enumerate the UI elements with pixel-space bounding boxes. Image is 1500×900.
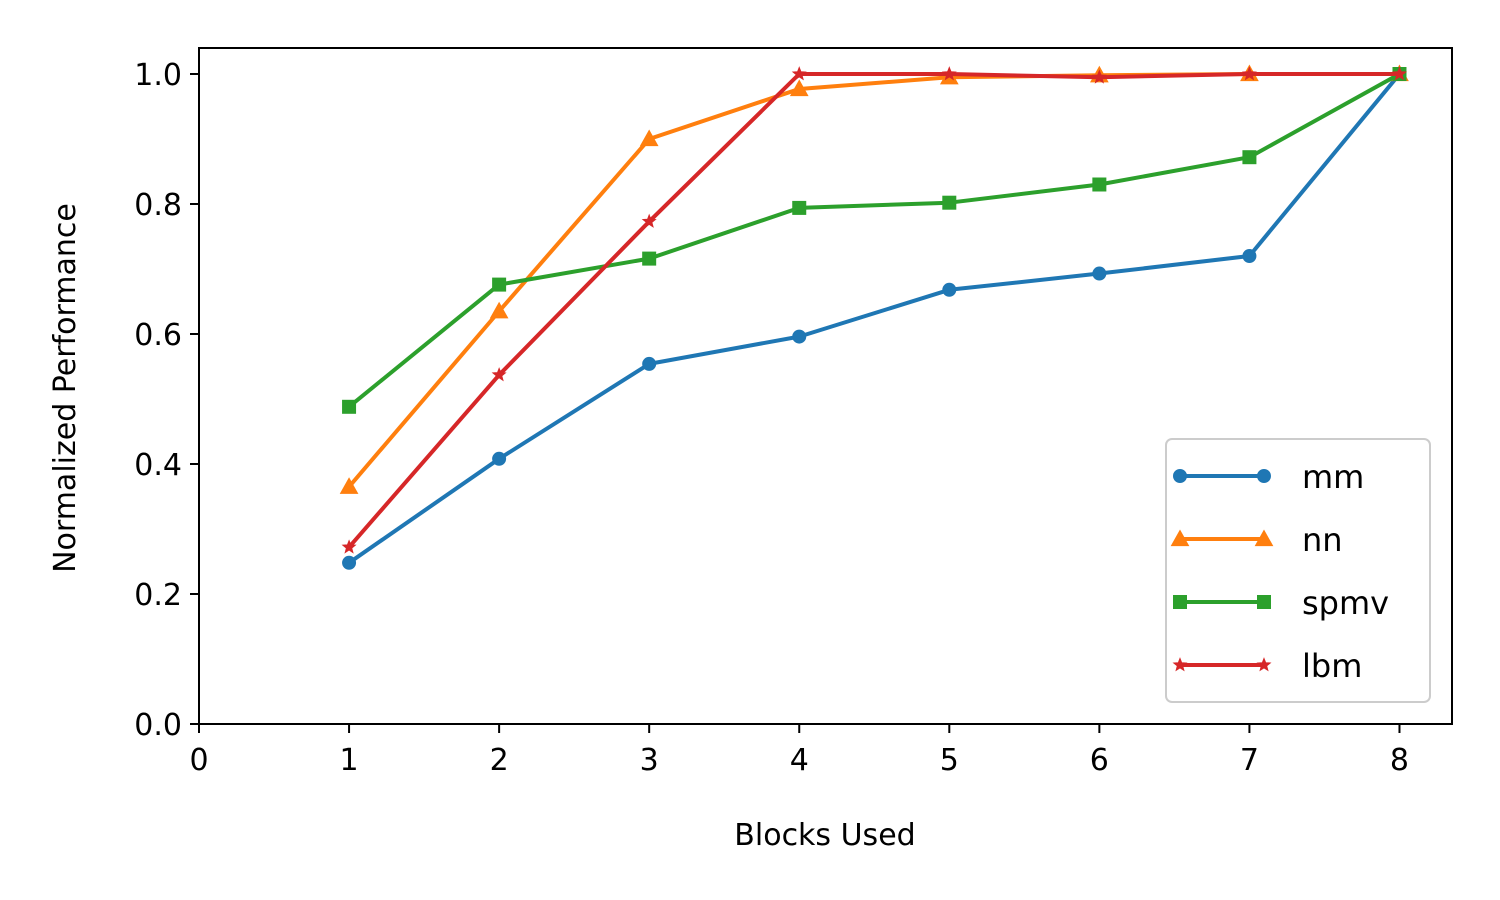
data-point-lbm-5 — [941, 66, 957, 81]
y-tick-label-0.6: 0.6 — [134, 318, 182, 353]
series-line-spmv — [346, 71, 1403, 410]
y-tick-label-0.0: 0.0 — [134, 708, 182, 743]
x-tick-label-3: 3 — [640, 743, 659, 778]
legend: mm nn spmv lbm — [1165, 438, 1431, 703]
data-point-spmv-7 — [1242, 150, 1257, 165]
legend-item-spmv: spmv — [1173, 584, 1389, 622]
legend-label-spmv: spmv — [1302, 584, 1389, 622]
series-line-lbm — [346, 72, 1402, 551]
data-point-lbm-2 — [491, 367, 507, 382]
series-mm — [342, 67, 1407, 570]
series-lbm — [341, 66, 1407, 554]
data-point-nn-1 — [339, 477, 359, 494]
x-tick-label-4: 4 — [790, 743, 809, 778]
x-axis-title: Blocks Used — [734, 818, 915, 853]
data-point-spmv-2 — [492, 277, 507, 292]
legend-box — [1165, 438, 1431, 703]
data-point-spmv-6 — [1092, 177, 1107, 192]
series-line-mm — [346, 71, 1403, 566]
data-point-nn-3 — [639, 129, 659, 147]
data-point-spmv-5 — [942, 195, 957, 210]
x-tick-label-2: 2 — [490, 743, 509, 778]
y-tick-label-0.8: 0.8 — [134, 188, 182, 223]
x-tick-label-1: 1 — [340, 743, 359, 778]
legend-marker-end-nn — [1254, 529, 1274, 547]
x-tick-label-6: 6 — [1090, 743, 1109, 778]
data-point-mm-1 — [342, 555, 357, 570]
legend-marker-end-spmv — [1257, 595, 1271, 609]
y-tick-label-1.0: 1.0 — [134, 58, 182, 93]
data-point-lbm-7 — [1241, 66, 1257, 81]
x-tick-label-8: 8 — [1390, 743, 1409, 778]
data-point-lbm-4 — [791, 66, 807, 81]
legend-label-mm: mm — [1302, 458, 1364, 496]
legend-marker-start-lbm — [1172, 657, 1188, 672]
data-point-mm-6 — [1092, 266, 1107, 281]
legend-marker-end-mm — [1257, 469, 1271, 483]
data-point-lbm-1 — [341, 539, 357, 554]
legend-label-nn: nn — [1302, 521, 1343, 559]
data-point-mm-5 — [942, 282, 957, 297]
x-tick-label-0: 0 — [189, 743, 208, 778]
data-point-mm-3 — [642, 356, 657, 371]
y-tick-label-0.2: 0.2 — [134, 578, 182, 613]
y-tick-label-0.4: 0.4 — [134, 448, 182, 483]
data-point-nn-4 — [789, 79, 809, 97]
axes: 0 1 2 3 4 5 6 7 8 0.0 0.2 0.4 0.6 0.8 1.0 — [134, 47, 1453, 778]
plot-area — [339, 64, 1409, 570]
data-point-nn-2 — [489, 301, 509, 319]
legend-item-lbm: lbm — [1172, 647, 1362, 685]
data-point-lbm-3 — [641, 213, 657, 228]
legend-item-mm: mm — [1173, 458, 1364, 496]
legend-marker-start-mm — [1173, 469, 1187, 483]
data-point-lbm-6 — [1091, 69, 1107, 84]
x-tick-label-7: 7 — [1240, 743, 1259, 778]
data-point-lbm-8 — [1391, 66, 1407, 81]
data-point-mm-7 — [1242, 249, 1257, 263]
legend-marker-start-nn — [1170, 529, 1190, 547]
legend-marker-start-spmv — [1173, 595, 1187, 609]
legend-item-nn: nn — [1170, 521, 1343, 559]
data-point-mm-4 — [792, 329, 807, 344]
y-axis-title: Normalized Performance — [48, 203, 83, 573]
legend-label-lbm: lbm — [1302, 647, 1362, 685]
plot-frame — [198, 47, 1453, 725]
data-point-spmv-1 — [342, 399, 357, 414]
x-tick-label-5: 5 — [940, 743, 959, 778]
data-point-spmv-4 — [792, 200, 807, 215]
legend-marker-end-lbm — [1256, 657, 1272, 672]
data-point-mm-2 — [492, 451, 507, 466]
data-point-spmv-3 — [642, 251, 657, 266]
